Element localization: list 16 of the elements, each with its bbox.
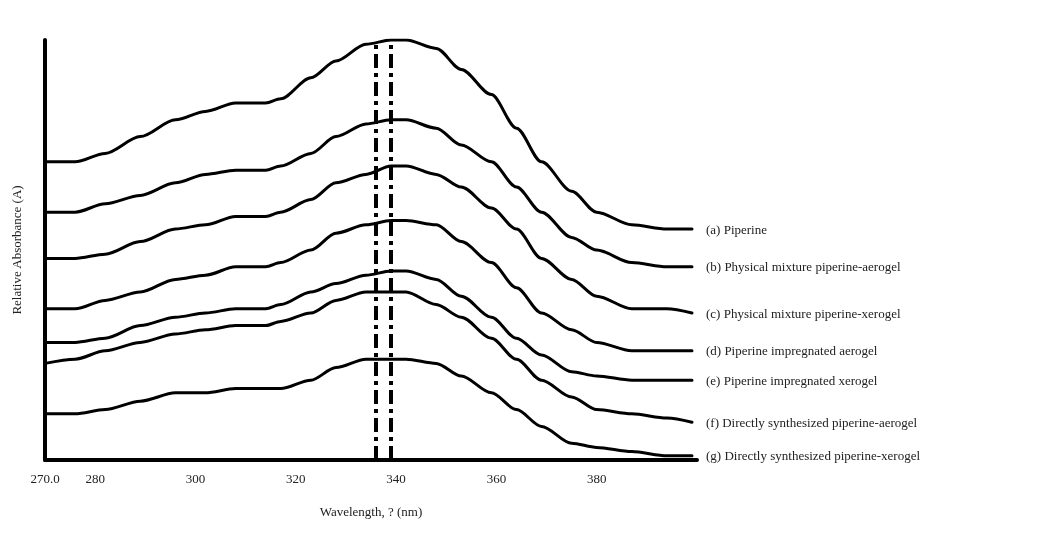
series-label: (b) Physical mixture piperine-aerogel [705,259,901,275]
x-tick-label: 280 [85,471,105,486]
series-label: (f) Directly synthesized piperine-aerogel [705,414,918,430]
x-tick-label: 320 [286,471,306,486]
series-label: (d) Piperine impregnated aerogel [705,343,878,359]
x-tick-label: 360 [486,471,507,486]
series-label: (a) Piperine [705,221,768,237]
x-axis-title: Wavelength, ? (nm) [319,504,423,519]
x-tick-label: 340 [386,471,406,486]
series-label: (g) Directly synthesized piperine-xerogel [705,448,921,464]
series-label: (c) Physical mixture piperine-xerogel [705,305,901,321]
series-label: (e) Piperine impregnated xerogel [705,372,878,388]
y-axis-title: Relative Absorbance (A) [9,185,24,315]
x-tick-label: 270.0 [30,471,60,486]
x-tick-label: 380 [586,471,607,486]
x-tick-label: 300 [185,471,206,486]
